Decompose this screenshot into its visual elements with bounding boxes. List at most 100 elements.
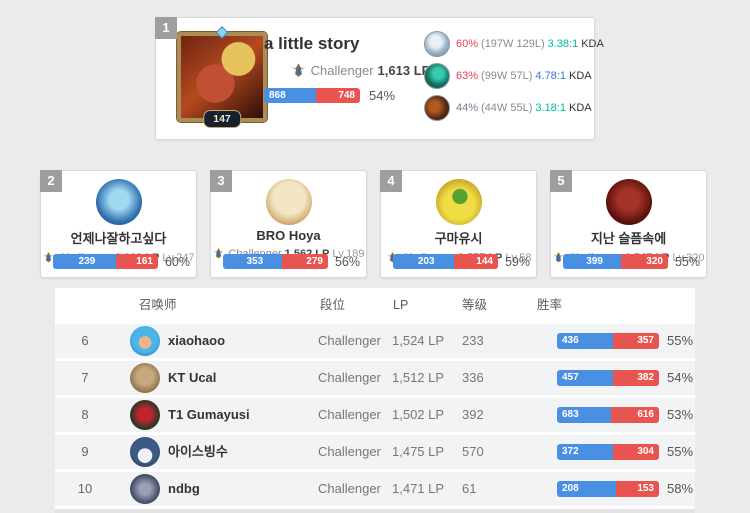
- champion-icon: [424, 63, 450, 89]
- winrate-percent: 60%: [164, 254, 190, 269]
- lp-cell: 1,512 LP: [392, 370, 445, 385]
- summoner-name[interactable]: a little story: [264, 34, 360, 53]
- wins-value: 399: [563, 254, 622, 269]
- header-level: 等级: [462, 298, 488, 312]
- rank-badge: 4: [380, 170, 402, 192]
- champion-winrate: 44%: [456, 102, 479, 114]
- summoner-avatar: [130, 326, 160, 356]
- summoner-avatar: [435, 179, 482, 225]
- table-row[interactable]: 7 KT Ucal Challenger 1,512 LP 336 457 38…: [55, 361, 695, 395]
- level-value: Lv.320: [672, 251, 705, 264]
- champion-kda: 3.18:1: [535, 102, 566, 114]
- rank-cell: 6: [81, 333, 89, 348]
- champion-kda: 4.78:1: [535, 70, 566, 82]
- winrate-bar: 436 357: [557, 333, 659, 349]
- winrate-percent: 56%: [334, 254, 360, 269]
- champion-stat-row[interactable]: 60% (197W 129L) 3.38:1 KDA: [424, 30, 604, 58]
- rank-cell: 9: [81, 444, 89, 459]
- champion-stat-row[interactable]: 63% (99W 57L) 4.78:1 KDA: [424, 62, 604, 90]
- rank-badge: 3: [210, 170, 232, 192]
- summoner-name[interactable]: xiaohaoo: [168, 333, 226, 348]
- summoner-avatar: [130, 437, 160, 467]
- winrate-bar: 208 153: [557, 481, 659, 497]
- rank-badge: 2: [40, 170, 62, 192]
- frame-gem-icon: [215, 26, 229, 39]
- summoner-avatar: [605, 179, 652, 225]
- level-cell: 392: [462, 407, 484, 422]
- winrate-bar: 399 320: [563, 254, 668, 269]
- winrate-percent: 55%: [667, 444, 694, 459]
- winrate-bar: 239 161: [53, 254, 158, 269]
- challenger-crest-icon: [290, 62, 307, 79]
- header-winrate: 胜率: [537, 298, 563, 312]
- summoner-avatar: [130, 363, 160, 393]
- tier-cell: Challenger: [318, 370, 381, 385]
- losses-value: 279: [281, 254, 328, 269]
- ranking-table: 召唤师 段位 LP 等级 胜率 6 xiaohaoo Challenger 1,…: [55, 288, 695, 513]
- winrate-bar: 203 144: [393, 254, 498, 269]
- challenger-crest-icon: [552, 251, 565, 264]
- champion-stat-row[interactable]: 44% (44W 55L) 3.18:1 KDA: [424, 94, 604, 122]
- level-value: Lv.58: [505, 251, 532, 264]
- wins-value: 683: [557, 407, 611, 423]
- winrate-percent: 58%: [667, 481, 694, 496]
- losses-value: 144: [454, 254, 498, 269]
- rank-badge: 5: [550, 170, 572, 192]
- wins-value: 239: [53, 254, 116, 269]
- header-tier: 段位: [320, 298, 346, 312]
- summoner-name[interactable]: BRO Hoya: [256, 228, 321, 243]
- rank-1-card[interactable]: 1 147 a little story Challenger 1,613 LP…: [155, 17, 604, 140]
- winrate-bar: 457 382: [557, 370, 659, 386]
- rank-badge: 1: [155, 17, 177, 39]
- challenger-crest-icon: [212, 247, 225, 260]
- tier-cell: Challenger: [318, 444, 381, 459]
- rank-2-card[interactable]: 2 언제나잘하고싶다 Challenger 1,613 LP Lv.247 23…: [40, 170, 197, 278]
- summoner-avatar: [95, 179, 142, 225]
- summoner-name[interactable]: 아이스빙수: [168, 444, 228, 459]
- lp-cell: 1,502 LP: [392, 407, 445, 422]
- losses-value: 382: [612, 370, 659, 386]
- table-row[interactable]: 9 아이스빙수 Challenger 1,475 LP 570 372 304 …: [55, 435, 695, 469]
- winrate-percent: 55%: [667, 333, 694, 348]
- lp-cell: 1,524 LP: [392, 333, 445, 348]
- winrate-percent: 54%: [667, 370, 694, 385]
- table-row[interactable]: 8 T1 Gumayusi Challenger 1,502 LP 392 68…: [55, 398, 695, 432]
- header-summoner: 召唤师: [139, 298, 177, 312]
- rank-3-card[interactable]: 3 BRO Hoya Challenger 1,562 LP Lv.189 35…: [210, 170, 367, 278]
- level-value: Lv.189: [332, 247, 365, 260]
- summoner-avatar: 147: [176, 26, 268, 128]
- summoner-name[interactable]: 지난 슬픔속에: [590, 231, 667, 246]
- summoner-name[interactable]: ndbg: [168, 481, 200, 496]
- kda-label: KDA: [568, 102, 592, 114]
- rank-5-card[interactable]: 5 지난 슬픔속에 Challenger 1,547 LP Lv.320 399…: [550, 170, 707, 278]
- wins-value: 372: [557, 444, 614, 460]
- wins-value: 203: [393, 254, 455, 269]
- wins-value: 868: [264, 88, 316, 103]
- table-row[interactable]: 6 xiaohaoo Challenger 1,524 LP 233 436 3…: [55, 324, 695, 358]
- summoner-name[interactable]: 구마유시: [434, 231, 483, 246]
- winrate-bar: 372 304: [557, 444, 659, 460]
- winrate-bar: 868 748: [264, 88, 360, 103]
- losses-value: 357: [613, 333, 659, 349]
- level-cell: 233: [462, 333, 484, 348]
- champion-kda: 3.38:1: [547, 38, 579, 50]
- wins-value: 436: [557, 333, 614, 349]
- summoner-name[interactable]: 언제나잘하고싶다: [70, 231, 167, 246]
- tier-cell: Challenger: [318, 333, 381, 348]
- summoner-name[interactable]: KT Ucal: [168, 370, 217, 385]
- champion-winrate: 63%: [456, 70, 479, 82]
- table-row-partial: [55, 509, 695, 513]
- winrate-percent: 54%: [369, 88, 396, 103]
- summoner-level-badge: 147: [203, 110, 241, 128]
- rank-4-card[interactable]: 4 구마유시 Challenger 1,557 LP Lv.58 203 144…: [380, 170, 537, 278]
- losses-value: 748: [315, 88, 360, 103]
- summoner-name[interactable]: T1 Gumayusi: [168, 407, 250, 422]
- summoner-avatar: [130, 474, 160, 504]
- header-lp: LP: [393, 298, 409, 312]
- wins-value: 353: [223, 254, 282, 269]
- table-row[interactable]: 10 ndbg Challenger 1,471 LP 61 208 153 5…: [55, 472, 695, 506]
- rank-cell: 7: [81, 370, 89, 385]
- champion-icon: [424, 95, 450, 121]
- level-value: Lv.247: [162, 251, 195, 264]
- kda-label: KDA: [568, 70, 592, 82]
